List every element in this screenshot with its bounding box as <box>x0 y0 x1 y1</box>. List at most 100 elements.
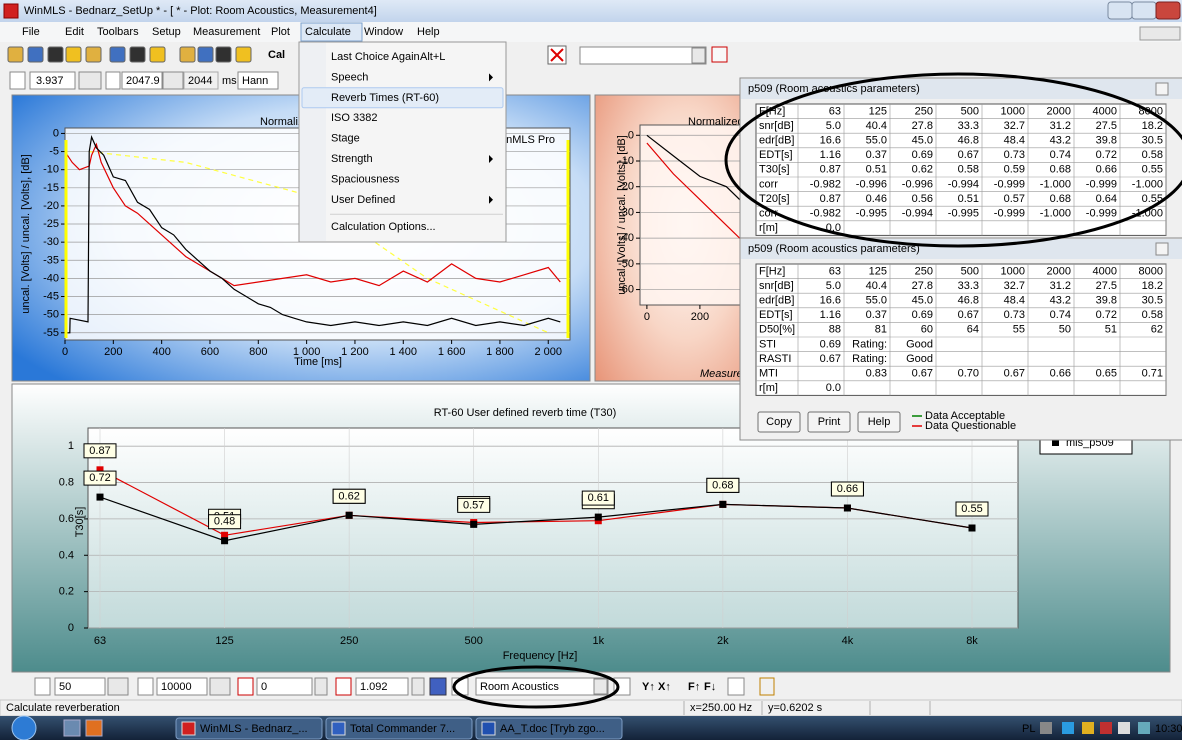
button[interactable] <box>757 411 801 433</box>
keyboard-language[interactable]: PL <box>1022 723 1035 735</box>
combo-dropdown[interactable] <box>691 47 706 64</box>
menu-item[interactable]: Calculate <box>305 26 351 38</box>
menu-shortcut[interactable]: Alt+L <box>420 51 445 63</box>
toolbar-button[interactable]: Y↑ <box>642 681 655 693</box>
taskbar-button[interactable] <box>175 717 323 740</box>
toolbar-icon[interactable] <box>65 46 82 63</box>
view-combo[interactable]: Room Acoustics <box>480 681 559 693</box>
toolbar-icon[interactable] <box>759 677 775 696</box>
toolbar-icon[interactable] <box>7 46 24 63</box>
menu-item[interactable]: File <box>22 26 40 38</box>
dialog-close[interactable] <box>1155 82 1169 96</box>
spinner[interactable] <box>78 71 102 90</box>
menu-item[interactable]: ISO 3382 <box>331 112 377 124</box>
menu-highlight[interactable] <box>301 87 504 109</box>
tray-icon[interactable] <box>1082 722 1094 734</box>
toolbar-icon[interactable] <box>197 46 214 63</box>
menu-item[interactable]: Spaciousness <box>331 173 400 185</box>
tray-icon[interactable] <box>1062 722 1074 734</box>
toolbar-field[interactable]: 10000 <box>161 681 192 693</box>
clear-icon[interactable] <box>550 48 564 62</box>
toolbar-icon[interactable] <box>105 71 121 90</box>
menu-item[interactable]: Setup <box>152 26 181 38</box>
task-icon[interactable] <box>181 721 196 736</box>
button[interactable] <box>857 411 901 433</box>
cursor-field[interactable]: 3.937 <box>36 75 64 87</box>
start-button[interactable] <box>11 715 37 740</box>
menu-item[interactable]: Edit <box>65 26 84 38</box>
menu-item[interactable]: Window <box>364 26 403 38</box>
toolbar-button[interactable]: F↑ <box>688 681 700 693</box>
toolbar-button[interactable]: F↓ <box>704 681 716 693</box>
spinner[interactable] <box>314 677 328 696</box>
toolbar-icon[interactable] <box>34 677 51 696</box>
menu-item[interactable]: Strength <box>331 153 373 165</box>
minimize-button[interactable] <box>1107 1 1133 20</box>
toolbar-icon[interactable] <box>235 46 252 63</box>
menu-item[interactable]: Last Choice Again <box>331 51 420 63</box>
window-field[interactable]: Hann <box>242 75 268 87</box>
menu-item[interactable]: Plot <box>271 26 290 38</box>
toolbar-icon[interactable] <box>179 46 196 63</box>
toolbar-icon[interactable] <box>85 46 102 63</box>
combo-box[interactable] <box>475 677 609 696</box>
quick-launch[interactable] <box>63 719 81 737</box>
toolbar-icon[interactable] <box>727 677 745 696</box>
clock[interactable]: 10:30 <box>1155 723 1182 735</box>
menu-item[interactable]: Calculation Options... <box>331 221 436 233</box>
toolbar-icon[interactable] <box>237 677 254 696</box>
menu-item[interactable]: Measurement <box>193 26 260 38</box>
toolbar-icon[interactable] <box>9 71 26 90</box>
menu-item[interactable]: Reverb Times (RT-60) <box>331 92 439 104</box>
text-field[interactable] <box>256 677 313 696</box>
toolbar-icon[interactable] <box>215 46 232 63</box>
text-field[interactable] <box>54 677 106 696</box>
button-label[interactable]: Print <box>818 416 841 428</box>
taskbar-button[interactable] <box>475 717 623 740</box>
task-icon[interactable] <box>331 721 346 736</box>
combo-dropdown[interactable] <box>593 678 608 695</box>
quick-launch[interactable] <box>85 719 103 737</box>
task-icon[interactable] <box>481 721 496 736</box>
button-label[interactable]: Help <box>868 416 891 428</box>
start-field[interactable]: 2047.9 <box>126 75 160 87</box>
text-field[interactable] <box>121 71 163 90</box>
tray-icon[interactable] <box>1100 722 1112 734</box>
spinner[interactable] <box>162 71 184 90</box>
toolbar-icon[interactable] <box>711 46 728 63</box>
button-label[interactable]: Copy <box>766 416 792 428</box>
menu-item[interactable]: Speech <box>331 71 368 83</box>
toolbar-icon[interactable] <box>109 46 126 63</box>
toolbar-field[interactable]: 1.092 <box>360 681 388 693</box>
menu-item[interactable]: Toolbars <box>97 26 139 38</box>
toolbar-icon[interactable] <box>335 677 352 696</box>
menu-item[interactable]: Help <box>417 26 440 38</box>
text-field[interactable] <box>237 71 279 90</box>
tray-icon[interactable] <box>1118 722 1130 734</box>
toolbar-button[interactable]: X↑ <box>658 681 671 693</box>
menu-item[interactable]: Stage <box>331 133 360 145</box>
text-field[interactable] <box>355 677 409 696</box>
tray-icon[interactable] <box>1138 722 1150 734</box>
spinner[interactable] <box>411 677 425 696</box>
menu-item[interactable]: User Defined <box>331 194 395 206</box>
toolbar-icon[interactable] <box>129 46 146 63</box>
menu-highlight[interactable] <box>300 22 363 42</box>
toolbar-icon[interactable] <box>137 677 154 696</box>
text-field[interactable] <box>156 677 208 696</box>
maximize-button[interactable] <box>1131 1 1157 20</box>
toolbar-icon[interactable] <box>429 677 447 696</box>
close-button[interactable] <box>1155 1 1181 20</box>
combo-box[interactable] <box>579 46 707 65</box>
toolbar-field[interactable]: 0 <box>261 681 267 693</box>
toolbar-field[interactable]: 50 <box>59 681 71 693</box>
toolbar-icon[interactable] <box>149 46 166 63</box>
task-label[interactable]: WinMLS - Bednarz_... <box>200 723 308 735</box>
tray-icon[interactable] <box>1040 722 1052 734</box>
task-label[interactable]: Total Commander 7... <box>350 723 455 735</box>
taskbar-button[interactable] <box>325 717 473 740</box>
button[interactable] <box>807 411 851 433</box>
toolbar-icon[interactable] <box>47 46 64 63</box>
task-label[interactable]: AA_T.doc [Tryb zgo... <box>500 723 605 735</box>
text-field[interactable] <box>29 71 76 90</box>
